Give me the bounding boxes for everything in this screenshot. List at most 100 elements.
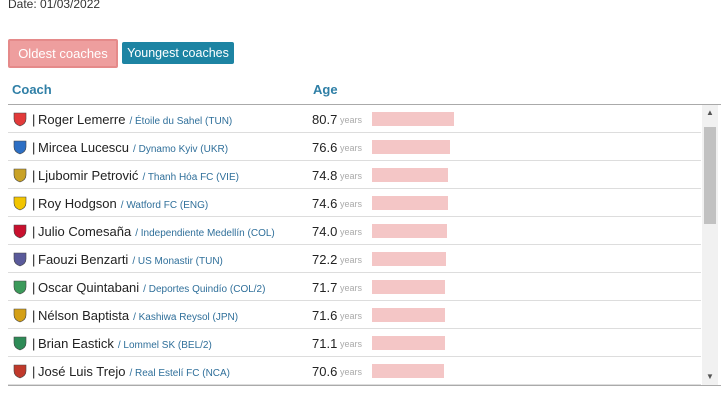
- separator: |: [32, 336, 36, 351]
- club-link[interactable]: / Étoile du Sahel (TUN): [129, 116, 233, 127]
- thanh-hoa-crest-icon: [12, 167, 28, 183]
- years-unit: years: [340, 199, 363, 209]
- years-unit: years: [340, 283, 363, 293]
- date-label: Date: 01/03/2022: [8, 0, 101, 11]
- coach-name-text: Nélson Baptista: [38, 308, 130, 323]
- age-value: 74.8: [312, 168, 338, 183]
- age-value: 76.6: [312, 140, 338, 155]
- coach-name-text: Faouzi Benzarti: [38, 252, 129, 267]
- age-bar: [372, 336, 445, 350]
- table-row[interactable]: | Nélson Baptista / Kashiwa Reysol (JPN) 71…: [8, 301, 701, 329]
- coach-name[interactable]: Nélson Baptista / Kashiwa Reysol (JPN): [38, 308, 238, 323]
- years-unit: years: [340, 227, 363, 237]
- scroll-up-arrow-icon[interactable]: ▲: [706, 108, 714, 117]
- coach-name[interactable]: Faouzi Benzarti / US Monastir (TUN): [38, 252, 223, 267]
- table-row[interactable]: | Mircea Lucescu / Dynamo Kyiv (UKR) 76.6 ye…: [8, 133, 701, 161]
- years-unit: years: [340, 255, 363, 265]
- kashiwa-reysol-crest-icon: [12, 307, 28, 323]
- scrollbar[interactable]: ▲ ▼: [702, 105, 718, 385]
- years-unit: years: [340, 311, 363, 321]
- coach-name[interactable]: Julio Comesaña / Independiente Medellín (…: [38, 224, 275, 239]
- column-header-age[interactable]: Age: [313, 82, 338, 97]
- club-link[interactable]: / Watford FC (ENG): [120, 200, 209, 211]
- coach-name[interactable]: Mircea Lucescu / Dynamo Kyiv (UKR): [38, 140, 228, 155]
- coach-name-text: Brian Eastick: [38, 336, 114, 351]
- coach-name[interactable]: José Luis Trejo / Real Estelí FC (NCA): [38, 364, 230, 379]
- years-unit: years: [340, 143, 363, 153]
- oldest-coaches-button[interactable]: Oldest coaches: [8, 39, 118, 68]
- table-row[interactable]: | Faouzi Benzarti / US Monastir (TUN) 72.2 y…: [8, 245, 701, 273]
- scrollbar-thumb[interactable]: [704, 127, 716, 224]
- coach-name-text: Roger Lemerre: [38, 112, 126, 127]
- age-value: 70.6: [312, 364, 338, 379]
- separator: |: [32, 308, 36, 323]
- separator: |: [32, 364, 36, 379]
- header-divider: [8, 104, 721, 105]
- age-bar: [372, 224, 447, 238]
- separator: |: [32, 140, 36, 155]
- club-link[interactable]: / Independiente Medellín (COL): [135, 228, 275, 239]
- coach-name-text: Julio Comesaña: [38, 224, 132, 239]
- coach-name-text: Oscar Quintabani: [38, 280, 140, 295]
- column-header-coach[interactable]: Coach: [12, 82, 52, 97]
- table-row[interactable]: | Brian Eastick / Lommel SK (BEL/2) 71.1 yea…: [8, 329, 701, 357]
- age-bar: [372, 168, 448, 182]
- age-value: 74.0: [312, 224, 338, 239]
- table-row[interactable]: | Roy Hodgson / Watford FC (ENG) 74.6 years: [8, 189, 701, 217]
- age-bar: [372, 140, 450, 154]
- age-bar: [372, 280, 445, 294]
- club-link[interactable]: / US Monastir (TUN): [132, 256, 223, 267]
- age-bar: [372, 252, 446, 266]
- age-value: 74.6: [312, 196, 338, 211]
- coach-name-text: José Luis Trejo: [38, 364, 126, 379]
- separator: |: [32, 196, 36, 211]
- etoile-du-sahel-crest-icon: [12, 111, 28, 127]
- age-value: 71.7: [312, 280, 338, 295]
- table-row[interactable]: | Julio Comesaña / Independiente Medellín …: [8, 217, 701, 245]
- club-link[interactable]: / Lommel SK (BEL/2): [117, 340, 212, 351]
- coach-name[interactable]: Ljubomir Petrović / Thanh Hóa FC (VIE): [38, 168, 239, 183]
- table-row[interactable]: | Oscar Quintabani / Deportes Quindío (COL…: [8, 273, 701, 301]
- age-value: 72.2: [312, 252, 338, 267]
- separator: |: [32, 252, 36, 267]
- us-monastir-crest-icon: [12, 251, 28, 267]
- age-value: 71.1: [312, 336, 338, 351]
- years-unit: years: [340, 171, 363, 181]
- separator: |: [32, 224, 36, 239]
- coach-name-text: Mircea Lucescu: [38, 140, 130, 155]
- age-bar: [372, 308, 445, 322]
- club-link[interactable]: / Thanh Hóa FC (VIE): [142, 172, 239, 183]
- deportes-quindio-crest-icon: [12, 279, 28, 295]
- coach-name[interactable]: Roger Lemerre / Étoile du Sahel (TUN): [38, 112, 232, 127]
- age-value: 80.7: [312, 112, 338, 127]
- dynamo-kyiv-crest-icon: [12, 139, 28, 155]
- years-unit: years: [340, 115, 363, 125]
- years-unit: years: [340, 367, 363, 377]
- youngest-coaches-button[interactable]: Youngest coaches: [122, 42, 234, 64]
- coach-name-text: Roy Hodgson: [38, 196, 117, 211]
- coach-name[interactable]: Brian Eastick / Lommel SK (BEL/2): [38, 336, 212, 351]
- lommel-crest-icon: [12, 335, 28, 351]
- scroll-down-arrow-icon[interactable]: ▼: [706, 372, 714, 381]
- age-bar: [372, 364, 444, 378]
- watford-crest-icon: [12, 195, 28, 211]
- separator: |: [32, 168, 36, 183]
- coach-list: | Roger Lemerre / Étoile du Sahel (TUN) 80.…: [8, 105, 701, 385]
- separator: |: [32, 112, 36, 127]
- table-row[interactable]: | Ljubomir Petrović / Thanh Hóa FC (VIE) 74…: [8, 161, 701, 189]
- club-link[interactable]: / Real Estelí FC (NCA): [129, 368, 231, 379]
- table-row[interactable]: | José Luis Trejo / Real Estelí FC (NCA) 70…: [8, 357, 701, 385]
- years-unit: years: [340, 339, 363, 349]
- table-row[interactable]: | Roger Lemerre / Étoile du Sahel (TUN) 80.…: [8, 105, 701, 133]
- coach-name[interactable]: Roy Hodgson / Watford FC (ENG): [38, 196, 208, 211]
- age-bar: [372, 112, 454, 126]
- club-link[interactable]: / Kashiwa Reysol (JPN): [133, 312, 239, 323]
- coach-name[interactable]: Oscar Quintabani / Deportes Quindío (COL/…: [38, 280, 265, 295]
- club-link[interactable]: / Dynamo Kyiv (UKR): [133, 144, 229, 155]
- club-link[interactable]: / Deportes Quindío (COL/2): [143, 284, 266, 295]
- coach-name-text: Ljubomir Petrović: [38, 168, 139, 183]
- footer-divider: [8, 385, 721, 386]
- separator: |: [32, 280, 36, 295]
- age-bar: [372, 196, 448, 210]
- age-value: 71.6: [312, 308, 338, 323]
